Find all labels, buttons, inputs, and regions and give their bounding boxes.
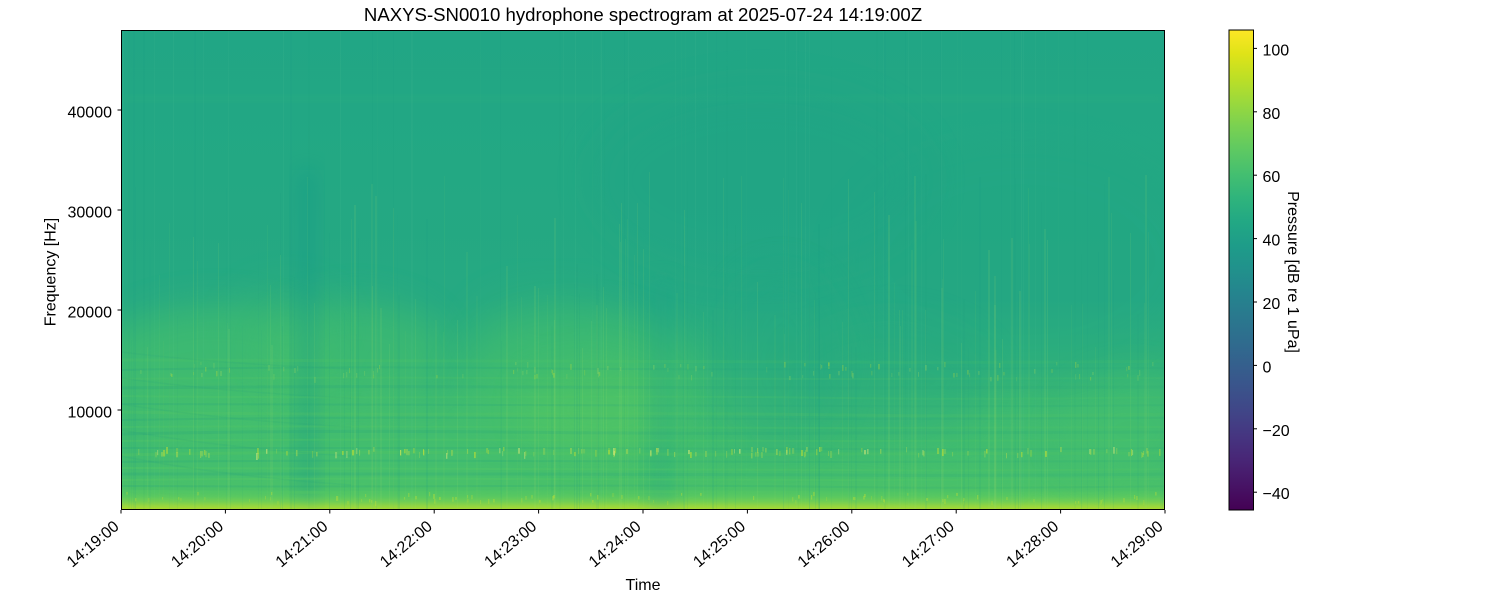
svg-text:14:26:00: 14:26:00 <box>795 518 854 571</box>
svg-text:14:25:00: 14:25:00 <box>690 518 749 571</box>
svg-text:20000: 20000 <box>68 304 113 321</box>
svg-text:Frequency [Hz]: Frequency [Hz] <box>43 218 60 326</box>
svg-text:14:27:00: 14:27:00 <box>899 518 958 571</box>
svg-text:100: 100 <box>1263 42 1290 59</box>
svg-text:40: 40 <box>1263 233 1281 250</box>
svg-text:Time: Time <box>626 577 661 594</box>
svg-text:80: 80 <box>1263 106 1281 123</box>
svg-text:0: 0 <box>1263 359 1272 376</box>
svg-text:40000: 40000 <box>68 104 113 121</box>
svg-text:60: 60 <box>1263 169 1281 186</box>
svg-text:14:19:00: 14:19:00 <box>64 518 123 571</box>
svg-text:10000: 10000 <box>68 404 113 421</box>
svg-text:−40: −40 <box>1263 486 1290 503</box>
svg-text:20: 20 <box>1263 296 1281 313</box>
svg-text:14:21:00: 14:21:00 <box>273 518 332 571</box>
svg-text:14:22:00: 14:22:00 <box>377 518 436 571</box>
svg-text:Pressure [dB re 1 uPa]: Pressure [dB re 1 uPa] <box>1284 191 1301 353</box>
svg-text:14:29:00: 14:29:00 <box>1108 518 1167 571</box>
svg-text:14:24:00: 14:24:00 <box>586 518 645 571</box>
svg-text:NAXYS-SN0010 hydrophone spectr: NAXYS-SN0010 hydrophone spectrogram at 2… <box>364 4 922 25</box>
svg-text:−20: −20 <box>1263 423 1290 440</box>
svg-text:14:23:00: 14:23:00 <box>482 518 541 571</box>
svg-text:14:20:00: 14:20:00 <box>168 518 227 571</box>
svg-text:14:28:00: 14:28:00 <box>1004 518 1063 571</box>
svg-text:30000: 30000 <box>68 204 113 221</box>
